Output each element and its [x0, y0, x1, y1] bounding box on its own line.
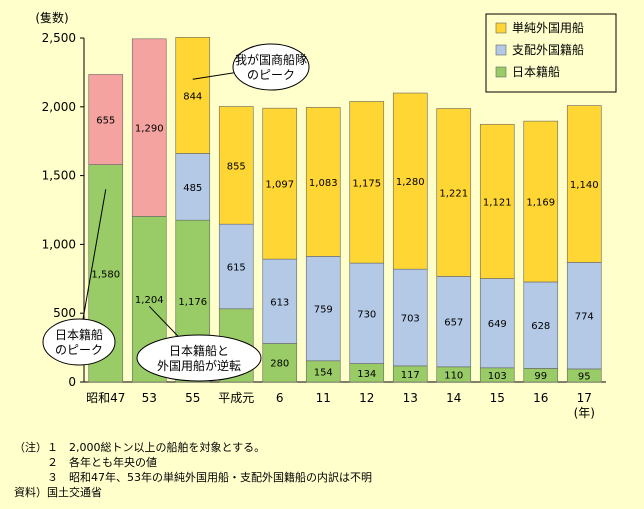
x-tick-label-53: 53	[142, 391, 157, 405]
bar-segment-s1-14	[436, 276, 472, 368]
data-label-s0-47: 1,580	[91, 269, 120, 280]
bar-segment-s2-x	[218, 106, 254, 225]
legend-swatch	[495, 22, 507, 34]
bar-segment-s1-13	[392, 268, 428, 367]
x-tick-label-12: 12	[359, 391, 374, 405]
bar-segment-s0-6	[262, 343, 298, 383]
callout-text: のピーク	[55, 343, 103, 357]
x-tick-label-x: 平成元	[218, 391, 254, 405]
data-label-s2-11: 1,083	[309, 178, 338, 189]
data-label-s1-x: 615	[227, 262, 246, 273]
y-unit-label: (隻数)	[35, 10, 68, 25]
callout-bubble	[232, 43, 310, 91]
callout-text: 日本籍船と	[169, 343, 229, 358]
bar-segment-s2-6	[262, 107, 298, 260]
data-label-s1-11: 759	[314, 305, 333, 316]
x-tick-label-13: 13	[403, 391, 418, 405]
y-tick-label: 1,000	[42, 237, 76, 251]
y-tick-label: 500	[53, 306, 76, 320]
data-label-s0-14: 110	[444, 370, 463, 381]
data-label-s2-16: 1,169	[526, 198, 555, 209]
bar-segment-s2-15	[479, 123, 515, 279]
data-label-s0-15: 103	[488, 371, 507, 382]
bar-segment-s1-x	[218, 223, 254, 310]
data-label-s2-13: 1,280	[396, 177, 425, 188]
data-label-s2-17: 1,140	[570, 180, 599, 191]
data-label-s3-53: 1,290	[135, 124, 164, 135]
callout-bubble	[136, 334, 262, 382]
data-label-s0-16: 99	[534, 371, 547, 382]
data-label-s0-6: 280	[270, 359, 289, 370]
data-label-s1-6: 613	[270, 297, 289, 308]
legend-swatch	[495, 44, 507, 56]
bar-segment-s1-15	[479, 278, 515, 369]
callout-text: 外国用船が逆転	[157, 358, 241, 373]
data-label-s3-47: 655	[96, 116, 115, 127]
x-unit-label: (年)	[574, 406, 595, 420]
data-label-s0-13: 117	[401, 370, 420, 381]
data-label-s1-55: 485	[183, 183, 202, 194]
legend-label: 支配外国籍船	[512, 42, 584, 57]
legend-box	[485, 13, 617, 93]
x-tick-label-16: 16	[533, 391, 548, 405]
data-label-s0-12: 134	[357, 369, 376, 380]
data-label-s2-x: 855	[227, 161, 246, 172]
callout-text: 日本籍船	[55, 327, 103, 342]
data-label-s1-13: 703	[401, 314, 420, 325]
bar-segment-s2-55	[175, 37, 211, 154]
y-tick-label: 2,500	[42, 31, 76, 45]
x-tick-label-47: 昭和47	[86, 391, 125, 405]
bar-segment-s1-55	[175, 153, 211, 221]
x-tick-label-11: 11	[316, 391, 331, 405]
bar-segment-s3-53	[131, 38, 167, 217]
bar-segment-s2-17	[566, 105, 602, 263]
callout-bubble	[42, 318, 116, 366]
x-tick-label-17: 17	[577, 391, 592, 405]
y-tick-label: 1,500	[42, 169, 76, 183]
y-tick-label: 2,000	[42, 100, 76, 114]
data-label-s0-53: 1,204	[135, 295, 164, 306]
data-label-s1-14: 657	[444, 318, 463, 329]
data-label-s2-6: 1,097	[265, 180, 294, 191]
bar-segment-s2-14	[436, 108, 472, 277]
data-label-s1-16: 628	[531, 321, 550, 332]
x-tick-label-55: 55	[185, 391, 200, 405]
legend-label: 単純外国用船	[512, 21, 584, 35]
bar-segment-s2-11	[305, 107, 341, 257]
bar-segment-s2-16	[523, 120, 559, 283]
bar-segment-s1-16	[523, 281, 559, 369]
data-label-s1-15: 649	[488, 319, 507, 330]
y-tick-label: 0	[68, 375, 76, 389]
bar-segment-s3-47	[88, 74, 124, 165]
x-tick-label-6: 6	[276, 391, 284, 405]
callout-pointer	[78, 189, 107, 343]
callout-text: のピーク	[247, 68, 295, 82]
data-label-s2-55: 844	[183, 91, 202, 102]
bar-segment-s1-12	[349, 262, 385, 364]
legend-swatch	[495, 66, 507, 78]
note-source: 資料）国土交通省	[14, 486, 102, 499]
data-label-s2-12: 1,175	[352, 178, 381, 189]
callout-text: 我が国商船隊	[235, 52, 307, 67]
note-1: （注）１ 2,000総トン以上の船舶を対象とする。	[14, 441, 266, 454]
data-label-s0-17: 95	[578, 371, 591, 382]
data-label-s0-55: 1,176	[178, 297, 207, 308]
bar-segment-s1-11	[305, 256, 341, 362]
data-label-s1-17: 774	[575, 312, 594, 323]
legend-label: 日本籍船	[512, 64, 560, 79]
data-label-s1-12: 730	[357, 309, 376, 320]
bar-segment-s1-6	[262, 258, 298, 344]
note-2: ２ 各年とも年央の値	[14, 456, 157, 469]
x-tick-label-15: 15	[490, 391, 505, 405]
x-tick-label-14: 14	[446, 391, 461, 405]
data-label-s2-14: 1,221	[439, 188, 468, 199]
data-label-s0-11: 154	[314, 367, 333, 378]
data-label-s2-15: 1,121	[483, 197, 512, 208]
note-3: ３ 昭和47年、53年の単純外国用船・支配外国籍船の内訳は不明	[14, 471, 372, 484]
bar-segment-s2-13	[392, 92, 428, 270]
bar-segment-s2-12	[349, 101, 385, 264]
